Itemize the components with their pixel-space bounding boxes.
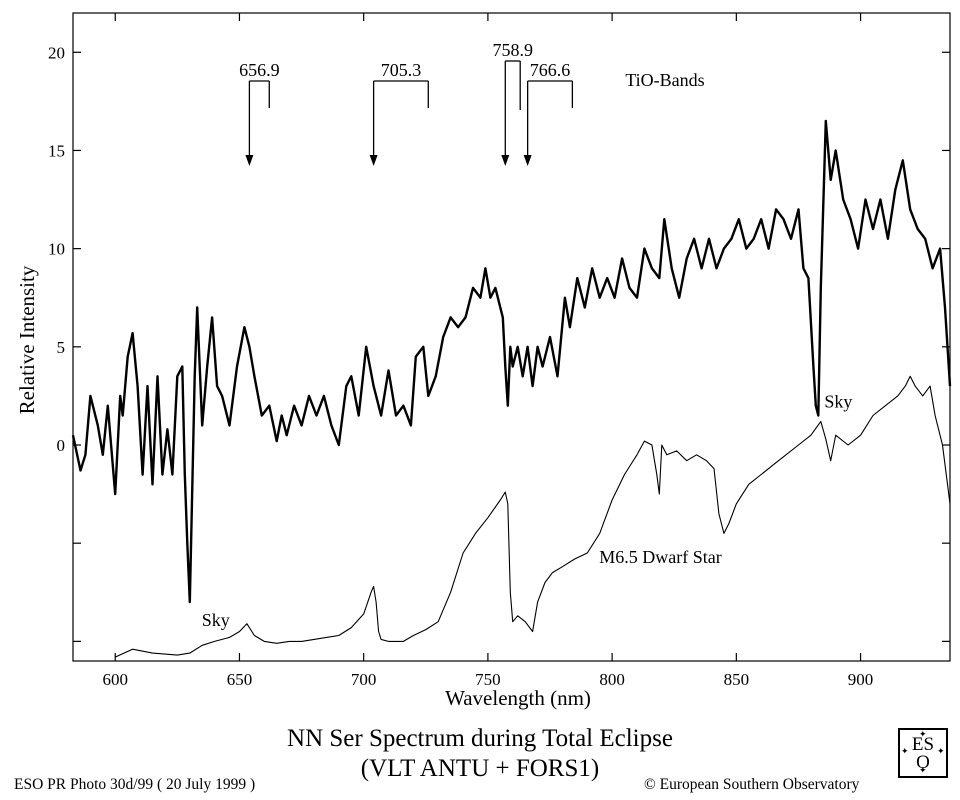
x-tick-label: 650 [227, 670, 253, 689]
y-tick-label: 15 [48, 141, 65, 160]
tio-band-wavelength: 758.9 [492, 40, 533, 60]
y-axis-title: Relative Intensity [15, 265, 39, 414]
down-arrow-icon [523, 155, 532, 166]
series-line-m6-5-dwarf-star [114, 375, 951, 658]
y-axis-ticks: 0 5 10 15 20 [48, 43, 950, 642]
tio-band-wavelength: 705.3 [381, 60, 422, 80]
tio-band-marker: 656.9 [239, 60, 280, 166]
x-axis-ticks: 600 650 700 750 800 850 900 [102, 13, 873, 689]
spectrum-chart: 600 650 700 750 800 850 900 0 5 10 15 20 TiO-Bands… [15, 12, 952, 710]
y-tick-label: 20 [48, 43, 65, 62]
y-tick-label: 10 [48, 240, 65, 259]
star-icon: ✦ [919, 765, 927, 775]
sky-label: Sky [824, 392, 852, 412]
eso-logo: ✦ ✦ ✦ ✦ ES O [898, 728, 948, 778]
down-arrow-icon [501, 155, 510, 166]
tio-band-wavelength: 766.6 [530, 60, 571, 80]
down-arrow-icon [369, 155, 378, 166]
logo-text-o: O [916, 752, 930, 773]
star-icon: ✦ [919, 729, 927, 739]
chart-title: NN Ser Spectrum during Total Eclipse [287, 725, 673, 752]
star-icon: ✦ [937, 746, 945, 756]
tio-band-marker: 766.6 [523, 60, 574, 166]
x-tick-label: 900 [848, 670, 874, 689]
photo-id: ESO PR Photo 30d/99 ( 20 July 1999 ) [14, 776, 256, 793]
star-label: M6.5 Dwarf Star [599, 547, 721, 567]
series-line-nn-ser [71, 119, 952, 604]
logo-text-es: ES [911, 734, 935, 755]
y-tick-label: 5 [57, 338, 66, 357]
y-tick-label: 0 [57, 436, 66, 455]
sky-label: Sky [202, 610, 230, 630]
star-icon: ✦ [901, 746, 909, 756]
x-tick-label: 750 [475, 670, 501, 689]
tio-band-marker: 758.9 [492, 40, 533, 166]
plot-frame [72, 12, 951, 662]
x-tick-label: 600 [102, 670, 128, 689]
tio-bands-label: TiO-Bands [625, 70, 704, 90]
x-tick-label: 850 [724, 670, 750, 689]
copyright: © European Southern Observatory [644, 776, 860, 793]
chart-subtitle: (VLT ANTU + FORS1) [360, 755, 600, 782]
tio-band-wavelength: 656.9 [239, 60, 280, 80]
down-arrow-icon [245, 155, 254, 166]
x-tick-label: 800 [599, 670, 625, 689]
x-tick-label: 700 [351, 670, 377, 689]
x-axis-title: Wavelength (nm) [445, 686, 591, 710]
series-lines [71, 119, 952, 658]
tio-band-marker: 705.3 [369, 60, 429, 166]
